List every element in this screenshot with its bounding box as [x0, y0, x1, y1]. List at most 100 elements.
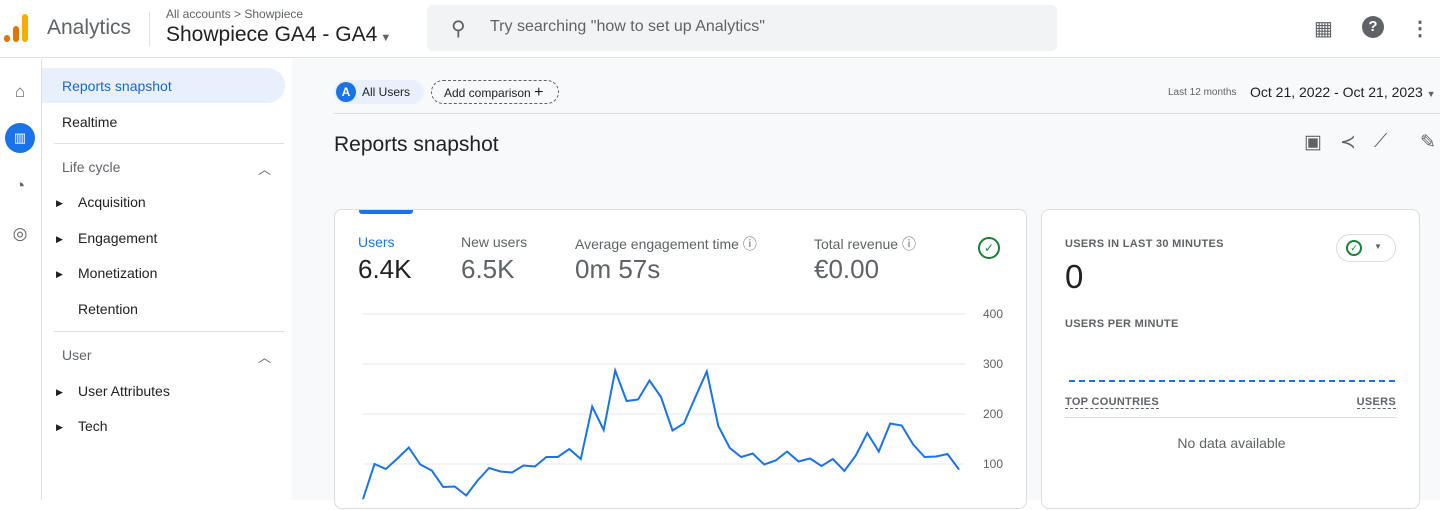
share-icon[interactable]: ≺ — [1340, 132, 1356, 153]
top-countries-header[interactable]: TOP COUNTRIES — [1065, 396, 1159, 409]
realtime-status-dropdown[interactable]: ✓ ▼ — [1336, 234, 1396, 262]
data-point — [866, 432, 868, 434]
help-outline-icon[interactable]: ⓘ — [901, 236, 916, 252]
nav-item-reports-snapshot[interactable] — [42, 68, 285, 103]
divider — [334, 113, 1440, 114]
data-point — [396, 458, 398, 459]
check-circle-icon[interactable]: ✓ — [978, 237, 1000, 259]
data-point — [763, 464, 765, 465]
y-tick-label: 300 — [983, 357, 1003, 371]
data-point — [408, 447, 410, 448]
data-point — [454, 486, 456, 487]
y-tick-label: 100 — [983, 457, 1003, 471]
apps-grid-icon[interactable]: ▦ — [1314, 18, 1333, 40]
insights-icon[interactable]: ⟋ — [1374, 131, 1388, 152]
expand-icon[interactable]: ▶ — [56, 198, 63, 208]
chevron-up-icon[interactable]: ︿ — [258, 162, 272, 177]
breadcrumb[interactable]: All accounts > Showpiece — [166, 7, 304, 21]
search-input[interactable]: Try searching "how to set up Analytics" — [490, 18, 765, 35]
home-icon[interactable]: ⌂ — [14, 82, 26, 101]
caret-down-icon: ▼ — [1374, 242, 1382, 251]
nav-item-engagement[interactable]: Engagement — [78, 230, 158, 246]
data-point — [671, 430, 673, 431]
nav-item-acquisition[interactable]: Acquisition — [78, 194, 146, 210]
data-point — [924, 456, 926, 458]
data-point — [488, 467, 490, 469]
page-title: Reports snapshot — [334, 133, 499, 156]
edit-pencil-icon[interactable]: ✎ — [1420, 132, 1436, 153]
data-point — [591, 406, 593, 407]
nav-item-tech[interactable]: Tech — [78, 418, 108, 434]
data-point — [534, 466, 536, 467]
help-outline-icon[interactable]: ⓘ — [742, 236, 757, 252]
nav-item-monetization[interactable]: Monetization — [78, 265, 158, 281]
data-point — [775, 460, 777, 461]
data-point — [465, 495, 467, 496]
data-point — [660, 396, 662, 398]
realtime-value: 0 — [1065, 258, 1084, 295]
nav-item-realtime[interactable]: Realtime — [62, 114, 118, 130]
nav-label[interactable]: Reports snapshot — [62, 78, 172, 94]
top-bar: Analytics All accounts > Showpiece Showp… — [0, 0, 1440, 58]
realtime-title: USERS IN LAST 30 MINUTES — [1065, 238, 1224, 250]
add-comparison-button[interactable]: Add comparison + — [431, 80, 559, 104]
users-header[interactable]: USERS — [1356, 396, 1396, 409]
data-point — [958, 469, 960, 470]
data-point — [809, 458, 811, 459]
data-point — [912, 444, 914, 445]
more-vert-icon[interactable]: ⋮ — [1410, 18, 1430, 40]
data-point — [637, 399, 639, 400]
data-point — [752, 453, 754, 454]
reports-icon[interactable]: ▥ — [5, 123, 35, 153]
metric-label: Users — [358, 234, 395, 250]
data-point — [545, 456, 547, 458]
check-circle-icon: ✓ — [1346, 240, 1362, 256]
data-point — [603, 429, 605, 431]
metric-value: 6.4K — [358, 254, 412, 284]
data-point — [580, 458, 582, 460]
segment-label: All Users — [362, 85, 411, 99]
data-point — [740, 456, 742, 458]
help-icon[interactable]: ? — [1362, 16, 1384, 38]
section-user[interactable]: User — [62, 347, 92, 363]
property-selector[interactable]: Showpiece GA4 - GA4 ▼ — [166, 23, 391, 47]
y-tick-label: 200 — [983, 407, 1003, 421]
caret-down-icon: ▼ — [377, 32, 392, 44]
expand-icon[interactable]: ▶ — [56, 422, 63, 432]
expand-icon[interactable]: ▶ — [56, 234, 63, 244]
advertising-icon[interactable]: ◎ — [12, 224, 28, 243]
divider — [54, 143, 284, 144]
data-point — [385, 468, 387, 470]
left-rail: ⌂ ▥ ◔ ◎ — [0, 59, 42, 500]
divider — [54, 331, 284, 332]
data-point — [706, 371, 708, 372]
nav-item-retention[interactable]: Retention — [78, 301, 138, 317]
expand-icon[interactable]: ▶ — [56, 387, 63, 397]
plus-icon: + — [534, 84, 544, 101]
nav-item-user-attributes[interactable]: User Attributes — [78, 383, 170, 399]
metric-label: Average engagement time — [575, 236, 739, 252]
caret-down-icon: ▼ — [1426, 89, 1436, 99]
search-bar[interactable]: ⚲ Try searching "how to set up Analytics… — [427, 5, 1057, 51]
metric-label: New users — [461, 234, 528, 250]
data-point — [729, 447, 731, 449]
analytics-logo — [4, 14, 30, 42]
chevron-up-icon[interactable]: ︿ — [258, 350, 272, 365]
segment-badge: A — [336, 82, 356, 102]
data-point — [798, 461, 800, 462]
segment-chip[interactable]: A All Users — [334, 80, 424, 104]
y-tick-label: 400 — [983, 307, 1003, 321]
users-line-chart: 400 300 200 100 — [362, 307, 1003, 500]
expand-icon[interactable]: ▶ — [56, 269, 63, 279]
date-range-picker[interactable]: Oct 21, 2022 - Oct 21, 2023 ▼ — [1250, 84, 1436, 100]
add-comparison-label: Add comparison — [444, 86, 531, 100]
section-lifecycle[interactable]: Life cycle — [62, 159, 121, 175]
data-point — [626, 400, 628, 402]
explore-icon[interactable]: ◔ — [14, 176, 26, 195]
data-point — [786, 451, 788, 452]
data-point — [843, 470, 845, 472]
per-minute-bars — [1069, 380, 1395, 382]
selected-metric-indicator — [359, 210, 413, 214]
customize-report-icon[interactable]: ▣ — [1304, 132, 1322, 153]
data-point — [500, 471, 502, 472]
